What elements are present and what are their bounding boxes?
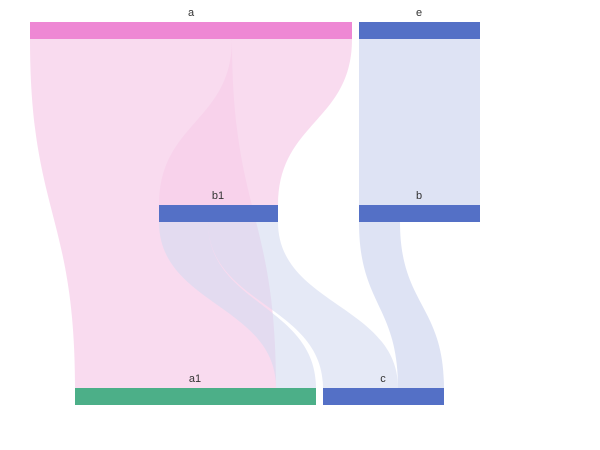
label-b1: b1 (212, 190, 224, 202)
label-c: c (380, 373, 386, 385)
link-b1-c[interactable] (208, 222, 398, 388)
link-b1-a1[interactable] (159, 222, 316, 388)
link-e-b[interactable] (359, 39, 480, 205)
node-c[interactable] (323, 388, 444, 405)
sankey-nodes (30, 22, 480, 405)
node-a1[interactable] (75, 388, 316, 405)
link-a-b1[interactable] (159, 39, 352, 205)
label-e: e (416, 7, 422, 19)
node-b[interactable] (359, 205, 480, 222)
sankey-labels: a e b1 b a1 c (188, 7, 422, 385)
node-b1[interactable] (159, 205, 278, 222)
link-b-c[interactable] (359, 222, 444, 388)
node-e[interactable] (359, 22, 480, 39)
label-b: b (416, 190, 422, 202)
sankey-links (30, 39, 480, 388)
label-a1: a1 (189, 373, 201, 385)
node-a[interactable] (30, 22, 352, 39)
label-a: a (188, 7, 195, 19)
